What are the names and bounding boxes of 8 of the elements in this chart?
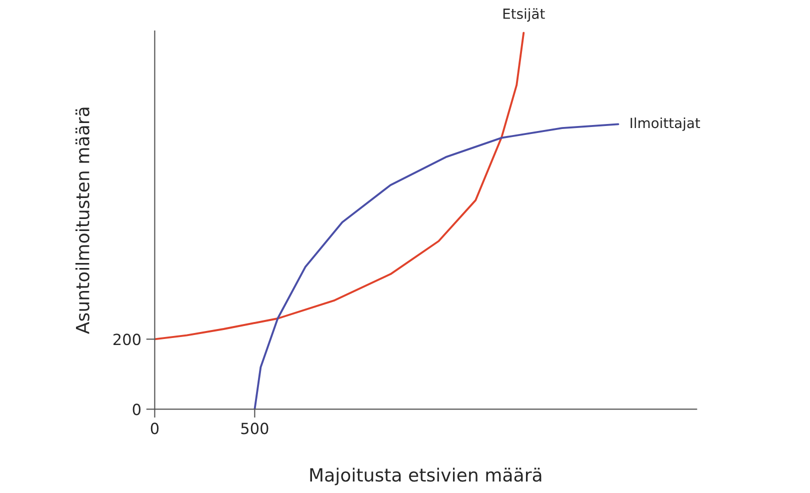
- y-axis-title: Asuntoilmoitusten määrä: [75, 108, 90, 334]
- series-label: Ilmoittajat: [630, 117, 700, 131]
- line-series: [254, 123, 620, 410]
- x-tick-label: 500: [241, 422, 268, 434]
- line-series: [154, 32, 525, 340]
- y-tick-label: 200: [113, 334, 140, 346]
- x-axis-title: Majoitusta etsivien määrä: [310, 468, 542, 486]
- series-label: Etsijät: [503, 8, 545, 22]
